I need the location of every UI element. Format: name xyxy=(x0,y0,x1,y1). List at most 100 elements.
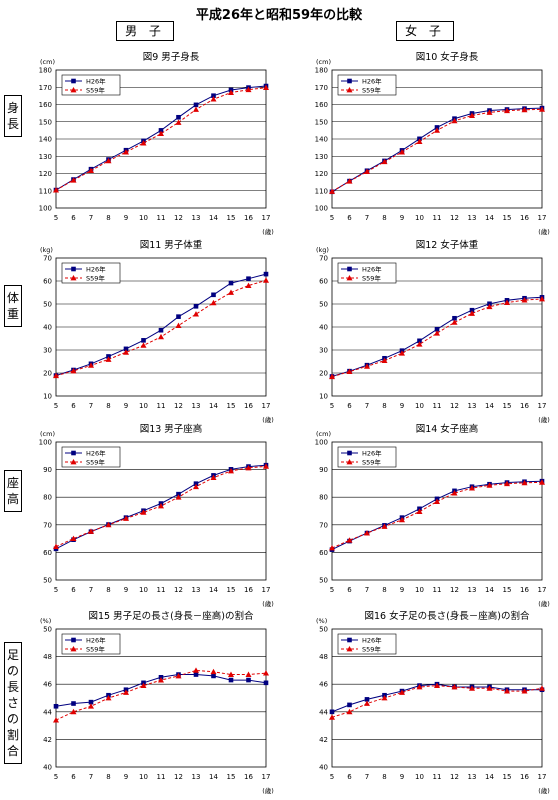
data-point-s59 xyxy=(158,333,164,340)
y-tick-label: 60 xyxy=(43,278,52,286)
data-point-h26 xyxy=(176,114,181,120)
y-tick-label: 10 xyxy=(319,393,328,401)
data-point-s59 xyxy=(175,322,182,329)
data-point-h26 xyxy=(88,699,94,705)
x-tick-label: 17 xyxy=(262,214,271,222)
y-tick-label: 120 xyxy=(39,170,52,178)
y-tick-label: 50 xyxy=(43,301,52,309)
data-point-s59 xyxy=(539,479,545,485)
legend-marker xyxy=(70,87,77,93)
data-point-s59 xyxy=(364,700,370,706)
chart-fig12-girls-weight: 図12 女子体重 (kg) 10 20 30 40 50 60 70 5 6 7 8 9 10 11 12 13 1… xyxy=(316,239,550,424)
x-tick-label: 7 xyxy=(89,773,93,781)
y-tick-label: 44 xyxy=(43,708,52,716)
y-unit-label: (cm) xyxy=(40,58,55,66)
x-tick-label: 10 xyxy=(139,214,148,222)
x-tick-label: 7 xyxy=(365,214,369,222)
data-point-s59 xyxy=(539,685,545,691)
data-point-s59 xyxy=(123,349,129,355)
y-tick-label: 60 xyxy=(319,549,328,557)
plot-frame xyxy=(55,69,267,209)
x-tick-label: 6 xyxy=(347,402,352,410)
x-tick-label: 14 xyxy=(209,773,218,781)
data-point-s59 xyxy=(228,467,234,474)
plot-frame xyxy=(331,628,543,768)
legend-marker xyxy=(71,637,76,643)
data-point-s59 xyxy=(88,362,94,368)
legend-label: H26年 xyxy=(86,449,106,458)
y-tick-label: 100 xyxy=(315,205,328,213)
legend-marker xyxy=(346,459,353,465)
data-point-s59 xyxy=(416,341,423,347)
y-tick-label: 48 xyxy=(43,653,52,661)
data-point-s59 xyxy=(521,297,528,303)
data-point-s59 xyxy=(193,483,199,490)
data-point-s59 xyxy=(451,490,458,496)
data-point-s59 xyxy=(210,299,217,306)
series-line-s59 xyxy=(331,298,543,378)
data-point-s59 xyxy=(434,330,440,336)
legend-marker xyxy=(347,637,352,643)
data-point-s59 xyxy=(140,140,147,146)
x-tick-label: 16 xyxy=(520,586,529,594)
x-unit-label: (歳) xyxy=(538,227,550,236)
data-point-h26 xyxy=(193,102,199,108)
x-tick-label: 10 xyxy=(139,586,148,594)
page-title: 平成26年と昭和59年の比較 xyxy=(195,8,363,23)
data-point-s59 xyxy=(105,695,112,701)
y-tick-label: 140 xyxy=(315,136,328,144)
data-point-s59 xyxy=(329,544,335,551)
x-tick-label: 7 xyxy=(89,402,93,410)
y-tick-label: 100 xyxy=(39,205,52,213)
x-tick-label: 5 xyxy=(54,773,58,781)
row-label-weight: 体重 xyxy=(4,285,22,327)
x-tick-label: 15 xyxy=(503,402,512,410)
x-tick-label: 10 xyxy=(415,402,424,410)
x-tick-label: 9 xyxy=(124,214,128,222)
x-tick-label: 16 xyxy=(244,214,253,222)
data-point-s59 xyxy=(399,149,405,155)
legend-marker xyxy=(70,646,77,652)
column-header-boys: 男 子 xyxy=(116,21,174,41)
x-tick-label: 9 xyxy=(124,773,128,781)
x-tick-label: 8 xyxy=(382,214,386,222)
x-tick-label: 14 xyxy=(485,402,494,410)
data-point-h26 xyxy=(329,709,335,715)
data-point-s59 xyxy=(140,342,147,348)
x-tick-label: 6 xyxy=(347,586,352,594)
data-point-s59 xyxy=(210,474,217,481)
x-unit-label: (歳) xyxy=(538,786,550,795)
legend-label: S59年 xyxy=(362,458,381,467)
legend-label: S59年 xyxy=(86,274,105,283)
data-point-s59 xyxy=(521,688,528,694)
data-point-s59 xyxy=(245,86,252,93)
x-tick-label: 17 xyxy=(538,402,547,410)
data-point-s59 xyxy=(486,685,493,691)
data-point-s59 xyxy=(88,703,94,709)
data-point-s59 xyxy=(193,667,199,673)
data-point-h26 xyxy=(193,672,199,677)
x-tick-label: 16 xyxy=(520,773,529,781)
data-point-h26 xyxy=(176,491,181,497)
y-tick-label: 70 xyxy=(319,521,328,529)
x-tick-label: 9 xyxy=(400,402,404,410)
data-point-s59 xyxy=(539,295,545,302)
y-tick-label: 10 xyxy=(43,393,52,401)
data-point-s59 xyxy=(346,708,353,715)
x-tick-label: 14 xyxy=(485,214,494,222)
data-point-s59 xyxy=(228,89,234,95)
data-point-s59 xyxy=(70,708,77,715)
data-point-s59 xyxy=(329,188,335,194)
x-tick-label: 10 xyxy=(415,773,424,781)
legend-label: S59年 xyxy=(362,86,381,95)
data-point-s59 xyxy=(381,695,388,701)
y-unit-label: (cm) xyxy=(316,430,331,438)
data-point-s59 xyxy=(504,688,510,694)
x-unit-label: (歳) xyxy=(538,415,550,424)
y-tick-label: 50 xyxy=(319,577,328,585)
x-tick-label: 13 xyxy=(192,214,201,222)
x-tick-label: 13 xyxy=(468,402,477,410)
data-point-s59 xyxy=(399,350,405,356)
data-point-s59 xyxy=(140,509,147,515)
y-tick-label: 50 xyxy=(43,626,52,634)
